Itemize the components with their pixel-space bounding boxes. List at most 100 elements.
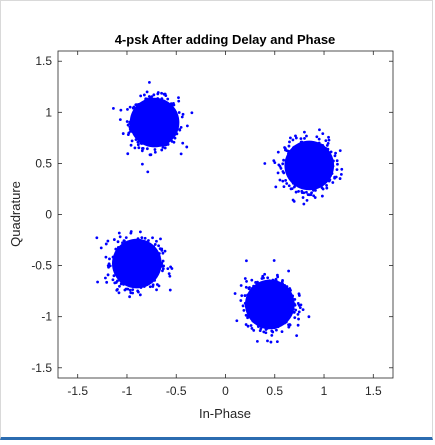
data-point	[152, 93, 156, 97]
data-point	[120, 261, 124, 265]
data-point	[276, 150, 280, 154]
data-point	[301, 196, 305, 199]
data-point	[233, 292, 237, 295]
data-point	[114, 254, 118, 258]
data-point	[130, 139, 134, 143]
data-point	[305, 190, 308, 194]
data-point	[146, 266, 150, 270]
data-point	[293, 168, 297, 171]
data-point	[121, 246, 125, 250]
data-point	[244, 285, 248, 289]
data-point	[326, 166, 330, 170]
data-point	[333, 176, 337, 180]
data-point	[112, 274, 116, 278]
data-point	[168, 288, 172, 292]
data-point	[134, 270, 138, 274]
data-point	[142, 93, 146, 97]
data-point	[278, 178, 282, 182]
data-point	[133, 146, 137, 150]
data-point	[118, 261, 122, 265]
data-point	[303, 130, 306, 134]
data-point	[263, 162, 267, 165]
data-point	[300, 151, 304, 154]
x-tick-label: -0.5	[166, 384, 187, 398]
data-point	[289, 158, 293, 162]
data-point	[116, 240, 120, 244]
x-axis: -1.5 -1 -0.5 0 0.5 1 1.5	[67, 51, 382, 398]
data-point	[272, 317, 276, 321]
data-point	[317, 168, 320, 172]
data-point	[265, 326, 269, 330]
data-point	[327, 177, 331, 180]
data-point	[244, 313, 248, 317]
data-point	[151, 236, 154, 240]
data-point	[268, 279, 271, 283]
data-point	[325, 150, 328, 153]
data-point	[123, 288, 127, 292]
data-point	[170, 130, 174, 134]
data-point	[144, 138, 147, 141]
data-point	[269, 299, 272, 303]
data-point	[117, 231, 121, 235]
data-point	[161, 251, 165, 255]
data-point	[307, 164, 311, 168]
data-point	[286, 287, 289, 291]
data-point	[272, 159, 276, 163]
data-point	[146, 170, 150, 174]
data-point	[145, 90, 149, 94]
data-point	[128, 243, 131, 246]
data-point	[118, 235, 122, 239]
data-point	[284, 301, 287, 305]
data-point	[291, 147, 295, 151]
data-point	[327, 158, 331, 162]
data-point	[113, 257, 116, 261]
data-point	[256, 323, 260, 326]
data-point	[117, 291, 121, 295]
data-point	[277, 285, 280, 289]
data-point	[260, 288, 264, 292]
data-point	[116, 261, 119, 265]
data-point	[279, 293, 283, 297]
data-point	[294, 155, 298, 159]
data-point	[340, 167, 344, 171]
data-point	[296, 175, 300, 179]
data-point	[283, 284, 287, 287]
data-point	[141, 256, 144, 260]
data-point	[291, 138, 295, 142]
data-point	[258, 301, 262, 304]
data-point	[148, 285, 152, 289]
data-point	[142, 135, 145, 139]
data-point	[159, 100, 162, 104]
data-point	[163, 125, 167, 129]
data-point	[270, 311, 274, 315]
data-point	[142, 241, 146, 245]
data-point	[161, 145, 165, 149]
data-point	[287, 325, 291, 329]
data-point	[147, 97, 151, 101]
data-point	[309, 175, 313, 179]
data-point	[169, 265, 173, 269]
data-point	[145, 278, 148, 281]
data-point	[154, 265, 157, 269]
data-point	[312, 159, 316, 163]
data-point	[158, 142, 161, 146]
data-point	[142, 280, 145, 284]
data-point	[314, 148, 318, 152]
data-point	[161, 143, 165, 147]
x-tick-label: 0	[222, 384, 229, 398]
data-point	[325, 155, 329, 159]
data-point	[256, 294, 260, 298]
data-point	[270, 334, 274, 337]
data-point	[305, 199, 309, 202]
data-point	[153, 128, 157, 131]
data-point	[311, 172, 315, 176]
data-point	[121, 272, 125, 276]
data-point	[156, 124, 160, 128]
data-point	[153, 279, 156, 282]
data-point	[132, 116, 136, 120]
data-point	[301, 181, 305, 185]
data-point	[301, 173, 304, 177]
data-point	[104, 242, 108, 246]
data-point	[118, 284, 121, 288]
data-point	[178, 128, 182, 132]
